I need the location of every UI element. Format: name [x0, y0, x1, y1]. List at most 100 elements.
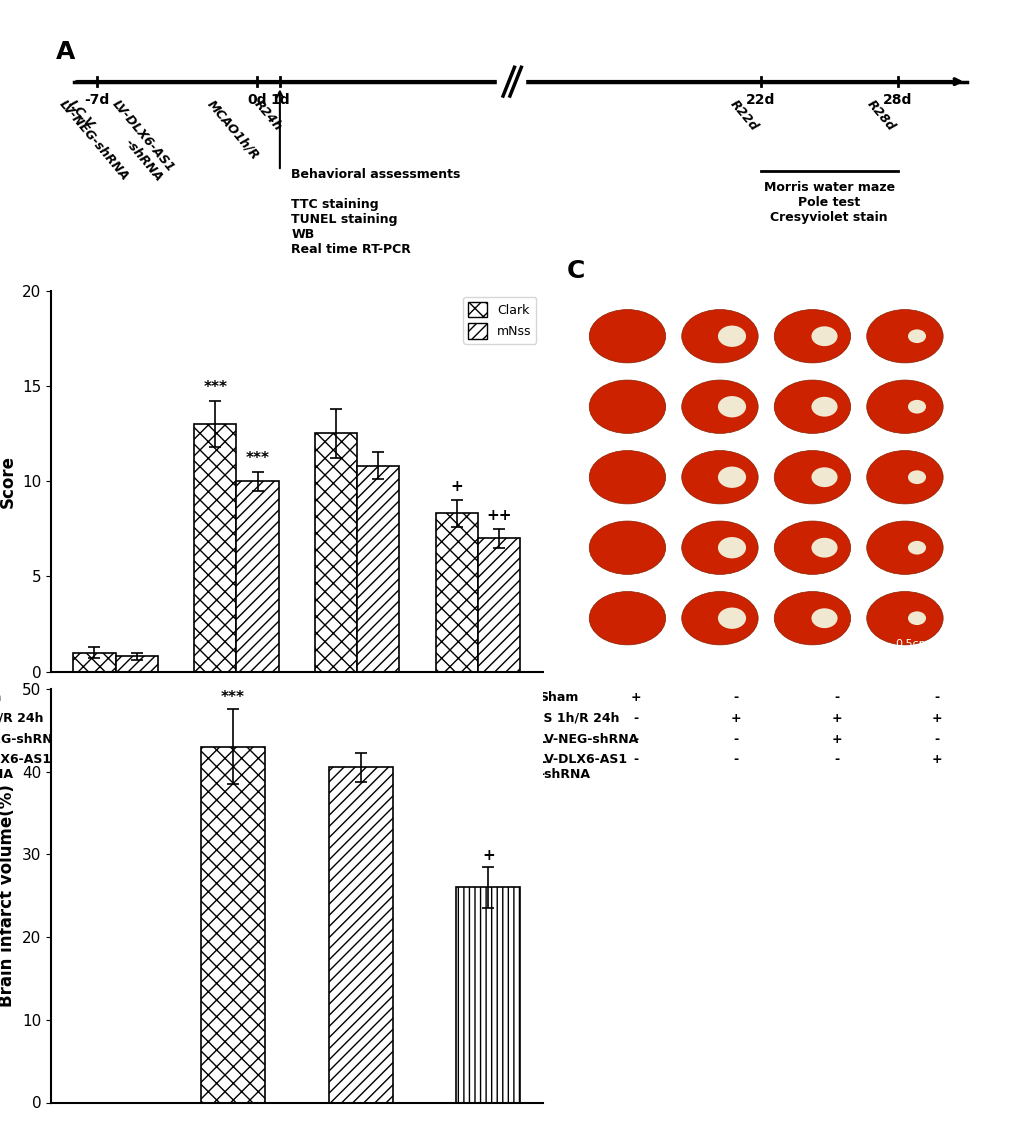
Ellipse shape	[717, 467, 745, 488]
Text: -: -	[633, 732, 638, 746]
Ellipse shape	[681, 380, 757, 433]
Y-axis label: Brain infarct volume(%): Brain infarct volume(%)	[0, 784, 16, 1007]
Ellipse shape	[773, 380, 850, 433]
Ellipse shape	[811, 326, 837, 346]
Text: Sham: Sham	[538, 691, 578, 703]
Text: LV-DLX6-AS1
-shRNA: LV-DLX6-AS1 -shRNA	[98, 98, 176, 184]
Text: -: -	[933, 691, 938, 703]
Text: -: -	[236, 691, 242, 703]
Ellipse shape	[681, 592, 757, 645]
Text: I.C.V: I.C.V	[65, 98, 97, 132]
Bar	[315, 433, 357, 672]
Text: Morris water maze
Pole test
Cresyviolet stain: Morris water maze Pole test Cresyviolet …	[763, 181, 894, 224]
Text: C: C	[567, 259, 585, 282]
Text: +: +	[931, 712, 942, 724]
Ellipse shape	[811, 467, 837, 487]
Ellipse shape	[811, 609, 837, 628]
Text: ***: ***	[203, 380, 227, 395]
Bar	[73, 652, 115, 672]
Text: -: -	[376, 1123, 381, 1125]
Bar	[357, 466, 399, 672]
Ellipse shape	[773, 309, 850, 363]
Text: -: -	[236, 1123, 242, 1125]
Text: 22d: 22d	[745, 93, 774, 107]
Text: 0.5cm: 0.5cm	[895, 639, 929, 649]
Legend: Clark, mNss: Clark, mNss	[463, 297, 536, 343]
Text: 1d: 1d	[270, 93, 289, 107]
Ellipse shape	[589, 592, 665, 645]
Text: LV-NEG-shRNA: LV-NEG-shRNA	[0, 732, 63, 746]
Ellipse shape	[589, 309, 665, 363]
Text: -: -	[98, 754, 103, 766]
Ellipse shape	[866, 592, 943, 645]
Ellipse shape	[589, 380, 665, 433]
Text: -: -	[633, 754, 638, 766]
Text: -: -	[376, 691, 381, 703]
Text: 28d: 28d	[882, 93, 912, 107]
Text: LV-NEG-shRNA: LV-NEG-shRNA	[538, 732, 639, 746]
Bar	[194, 424, 236, 672]
Ellipse shape	[866, 521, 943, 575]
Bar	[435, 513, 478, 672]
Text: -: -	[236, 754, 242, 766]
Text: +: +	[450, 479, 463, 494]
Text: Sham: Sham	[0, 691, 2, 703]
Text: LV-DLX6-AS1
-shRNA: LV-DLX6-AS1 -shRNA	[538, 754, 628, 782]
Text: -: -	[834, 754, 839, 766]
Text: +: +	[373, 732, 383, 746]
Text: -: -	[98, 712, 103, 724]
Ellipse shape	[811, 538, 837, 558]
Text: R22d: R22d	[727, 98, 760, 134]
Ellipse shape	[717, 325, 745, 346]
Text: -: -	[376, 754, 381, 766]
Ellipse shape	[773, 592, 850, 645]
Text: +: +	[513, 712, 523, 724]
Text: -7d: -7d	[85, 93, 109, 107]
Text: ***: ***	[221, 691, 245, 705]
Text: -: -	[515, 1123, 520, 1125]
Ellipse shape	[907, 611, 925, 626]
Bar	[478, 538, 520, 672]
Text: -: -	[515, 732, 520, 746]
Ellipse shape	[866, 450, 943, 504]
Text: -: -	[236, 732, 242, 746]
Text: MCAO1h/R: MCAO1h/R	[204, 98, 261, 162]
Ellipse shape	[681, 450, 757, 504]
Ellipse shape	[866, 380, 943, 433]
Text: IS 1h/R 24h: IS 1h/R 24h	[538, 712, 619, 724]
Bar	[201, 747, 265, 1102]
Text: +: +	[730, 712, 741, 724]
Text: +: +	[630, 691, 640, 703]
Bar	[115, 656, 158, 672]
Y-axis label: Score: Score	[0, 455, 16, 507]
Text: +: +	[95, 691, 105, 703]
Text: +: +	[481, 847, 494, 863]
Text: -: -	[733, 754, 738, 766]
Ellipse shape	[717, 608, 745, 629]
Text: -: -	[98, 732, 103, 746]
Text: R24h: R24h	[251, 98, 284, 134]
Text: +: +	[830, 732, 841, 746]
Text: -: -	[515, 691, 520, 703]
Text: A: A	[55, 40, 74, 64]
Text: +: +	[830, 712, 841, 724]
Ellipse shape	[907, 330, 925, 343]
Bar	[455, 888, 520, 1102]
Ellipse shape	[681, 309, 757, 363]
Text: LV-NEG-shRNA: LV-NEG-shRNA	[56, 98, 131, 183]
Text: -: -	[834, 691, 839, 703]
Ellipse shape	[773, 521, 850, 575]
Ellipse shape	[717, 396, 745, 417]
Ellipse shape	[866, 309, 943, 363]
Ellipse shape	[589, 450, 665, 504]
Ellipse shape	[907, 541, 925, 555]
Text: +: +	[513, 754, 523, 766]
Text: Behavioral assessments

TTC staining
TUNEL staining
WB
Real time RT-PCR: Behavioral assessments TTC staining TUNE…	[291, 168, 461, 255]
Text: -: -	[633, 712, 638, 724]
Ellipse shape	[717, 537, 745, 558]
Text: -: -	[733, 691, 738, 703]
Ellipse shape	[907, 470, 925, 484]
Text: -: -	[933, 732, 938, 746]
Ellipse shape	[589, 521, 665, 575]
Text: IS 1h/R 24h: IS 1h/R 24h	[0, 712, 43, 724]
